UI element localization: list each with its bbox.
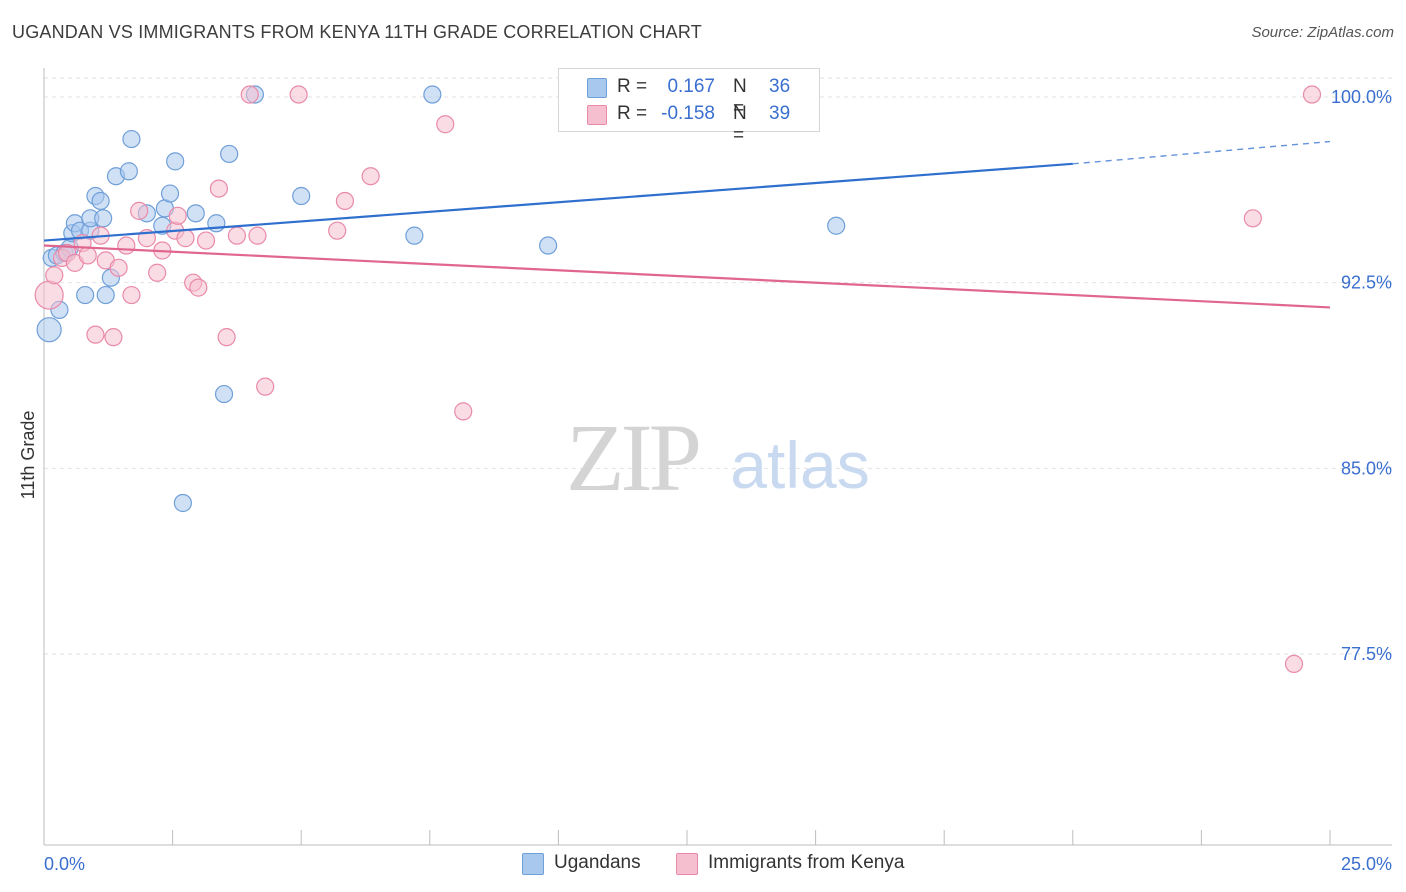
ugandan-point <box>96 285 115 305</box>
ugandan-trend-extension <box>1072 140 1331 165</box>
ugandan-point <box>292 186 311 206</box>
y-tick-label: 92.5% <box>1341 273 1392 293</box>
watermark-zip: ZIP <box>566 404 699 511</box>
kenya-point <box>240 85 259 104</box>
kenya-point <box>1302 85 1322 104</box>
legend-r-value: 0.167 <box>667 76 715 97</box>
legend-n-label: N = <box>733 76 747 119</box>
ugandan-point <box>214 384 234 404</box>
kenya-point <box>45 266 64 285</box>
y-axis-title: 11th Grade <box>18 411 38 500</box>
legend-swatch-pink <box>587 105 607 125</box>
kenya-point <box>256 377 275 396</box>
grid-layer <box>44 77 1392 655</box>
ugandan-point <box>539 236 558 255</box>
watermark: ZIP atlas <box>566 404 870 511</box>
kenya-trend-line <box>43 244 1331 309</box>
trend-layer <box>43 140 1331 309</box>
legend-swatch-blue <box>522 853 544 875</box>
ugandan-point <box>186 204 205 223</box>
ugandan-point <box>119 162 138 181</box>
ugandan-point <box>166 152 185 171</box>
ugandan-point <box>94 209 113 228</box>
legend-n-value: 36 <box>769 76 791 97</box>
correlation-legend: R = 0.167 N = 36 R = -0.158 N = 39 <box>558 68 820 146</box>
kenya-point <box>86 325 105 344</box>
kenya-point <box>130 201 149 220</box>
ugandan-point <box>423 85 442 104</box>
y-tick-label: 85.0% <box>1341 458 1392 478</box>
tick-labels: 100.0% 92.5% 85.0% 77.5% 0.0% 25.0% 11th Grade <box>18 87 1392 874</box>
kenya-point <box>454 402 473 421</box>
kenya-point <box>209 179 228 198</box>
points-layer <box>34 85 1322 674</box>
legend-n-value: 39 <box>769 103 791 124</box>
ugandan-point <box>405 226 424 245</box>
kenya-point <box>328 221 347 240</box>
ugandan-trend-line <box>43 162 1073 242</box>
legend-r-value: -0.158 <box>661 103 715 124</box>
kenya-point <box>104 328 123 347</box>
x-tick-label: 25.0% <box>1341 854 1392 874</box>
kenya-point <box>122 285 141 305</box>
axis-layer <box>43 68 1392 846</box>
ugandan-point <box>827 216 846 235</box>
kenya-point <box>217 328 236 347</box>
legend-n-label: N = <box>733 103 747 146</box>
ugandan-point <box>173 493 192 513</box>
kenya-point <box>168 206 187 225</box>
kenya-point <box>361 167 380 186</box>
ugandan-point <box>122 129 141 149</box>
legend-r-label: R = <box>617 103 648 124</box>
legend-label-ugandans: Ugandans <box>554 852 641 873</box>
ugandan-point <box>36 317 62 343</box>
ugandan-point <box>220 144 239 164</box>
kenya-point <box>1243 209 1262 228</box>
ugandan-point <box>160 184 180 203</box>
legend-swatch-pink <box>676 853 698 875</box>
kenya-point <box>78 246 97 265</box>
kenya-point <box>248 226 267 245</box>
y-tick-label: 77.5% <box>1341 644 1392 664</box>
kenya-point <box>34 280 64 310</box>
legend-swatch-blue <box>587 78 607 98</box>
y-tick-label: 100.0% <box>1331 87 1392 107</box>
watermark-atlas: atlas <box>730 428 869 502</box>
legend-label-kenya: Immigrants from Kenya <box>708 852 905 873</box>
kenya-point <box>1284 654 1304 674</box>
chart-title: UGANDAN VS IMMIGRANTS FROM KENYA 11TH GR… <box>12 22 702 42</box>
ugandan-point <box>76 285 95 305</box>
kenya-point <box>176 229 195 248</box>
kenya-point <box>335 191 355 211</box>
kenya-point <box>148 263 167 282</box>
kenya-point <box>109 258 128 277</box>
kenya-point <box>189 278 208 297</box>
legend-r-label: R = <box>617 76 648 97</box>
source-label: Source: ZipAtlas.com <box>1251 24 1394 41</box>
ugandan-point <box>91 191 110 211</box>
kenya-point <box>436 115 455 134</box>
kenya-point <box>196 231 216 250</box>
kenya-point <box>289 85 308 104</box>
x-tick-label: 0.0% <box>44 854 85 874</box>
kenya-point <box>227 226 246 245</box>
kenya-point <box>117 236 136 255</box>
